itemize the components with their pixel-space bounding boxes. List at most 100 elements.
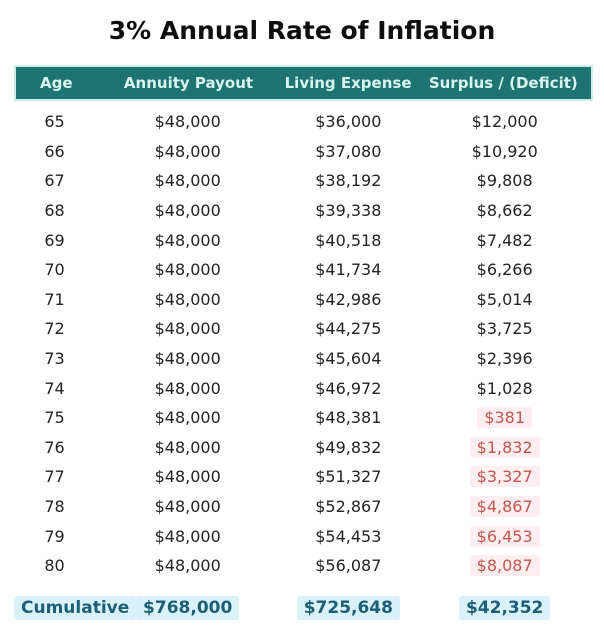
- living-expense-cell: $48,381: [315, 408, 382, 428]
- surplus-value: $2,396: [476, 349, 533, 369]
- table-row: 68 $48,000 $39,338 $8,662: [14, 196, 593, 226]
- deficit-cell: $6,453: [416, 525, 593, 547]
- table-row: 75 $48,000 $48,381 $381: [14, 403, 593, 433]
- column-header-living-expense: Living Expense: [284, 74, 412, 92]
- table-row: 66 $48,000 $37,080 $10,920: [14, 137, 593, 167]
- table-row: 80 $48,000 $56,087 $8,087: [14, 551, 593, 581]
- table-row: 71 $48,000 $42,986 $5,014: [14, 285, 593, 315]
- living-expense-cell: $38,192: [315, 171, 382, 191]
- table-row: 78 $48,000 $52,867 $4,867: [14, 492, 593, 522]
- table-row: 74 $48,000 $46,972 $1,028: [14, 373, 593, 403]
- annuity-payout-cell: $48,000: [154, 437, 221, 457]
- annuity-payout-cell: $48,000: [154, 349, 221, 369]
- annuity-payout-cell: $48,000: [154, 467, 221, 487]
- surplus-cell: $3,725: [416, 318, 593, 339]
- age-cell: 73: [44, 349, 65, 369]
- cumulative-surplus-value: $42,352: [458, 595, 551, 620]
- deficit-cell: $1,832: [416, 436, 593, 458]
- living-expense-cell: $41,734: [315, 260, 382, 280]
- living-expense-cell: $49,832: [315, 437, 382, 457]
- age-cell: 78: [44, 497, 65, 517]
- surplus-value: $10,920: [471, 141, 538, 161]
- age-cell: 80: [44, 556, 65, 576]
- table-row: 79 $48,000 $54,453 $6,453: [14, 521, 593, 551]
- surplus-cell: $8,662: [416, 200, 593, 221]
- page-title: 3% Annual Rate of Inflation: [108, 16, 496, 45]
- age-cell: 75: [44, 408, 65, 428]
- age-cell: 79: [44, 526, 65, 546]
- annuity-payout-cell: $48,000: [154, 378, 221, 398]
- cumulative-label-text: Cumulative: [14, 595, 137, 620]
- living-expense-cell: $44,275: [315, 319, 382, 339]
- table-row: 69 $48,000 $40,518 $7,482: [14, 225, 593, 255]
- deficit-value: $8,087: [469, 555, 540, 577]
- deficit-cell: $8,087: [416, 555, 593, 577]
- annuity-payout-cell: $48,000: [154, 319, 221, 339]
- deficit-value: $6,453: [469, 525, 540, 547]
- living-expense-cell: $46,972: [315, 378, 382, 398]
- cumulative-expense-value: $725,648: [296, 595, 400, 620]
- annuity-payout-cell: $48,000: [154, 526, 221, 546]
- age-cell: 69: [44, 230, 65, 250]
- surplus-cell: $2,396: [416, 348, 593, 369]
- cumulative-payout-value: $768,000: [136, 595, 240, 620]
- annuity-payout-cell: $48,000: [154, 408, 221, 428]
- table-row: 70 $48,000 $41,734 $6,266: [14, 255, 593, 285]
- surplus-cell: $9,808: [416, 170, 593, 191]
- surplus-cell: $7,482: [416, 230, 593, 251]
- annuity-payout-cell: $48,000: [154, 556, 221, 576]
- living-expense-cell: $42,986: [315, 289, 382, 309]
- column-header-age: Age: [39, 74, 73, 92]
- table-header-row: Age Annuity Payout Living Expense Surplu…: [14, 65, 593, 101]
- living-expense-cell: $40,518: [315, 230, 382, 250]
- living-expense-cell: $45,604: [315, 349, 382, 369]
- surplus-value: $5,014: [476, 289, 533, 309]
- living-expense-cell: $37,080: [315, 141, 382, 161]
- surplus-cell: $1,028: [416, 378, 593, 399]
- cumulative-row: Cumulative $768,000 $725,648 $42,352: [14, 593, 593, 623]
- surplus-value: $3,725: [476, 319, 533, 339]
- living-expense-cell: $39,338: [315, 201, 382, 221]
- age-cell: 68: [44, 201, 65, 221]
- table-row: 76 $48,000 $49,832 $1,832: [14, 433, 593, 463]
- deficit-cell: $381: [416, 407, 593, 429]
- surplus-cell: $10,920: [416, 141, 593, 162]
- table-row: 73 $48,000 $45,604 $2,396: [14, 344, 593, 374]
- cumulative-surplus: $42,352: [416, 595, 593, 620]
- annuity-payout-cell: $48,000: [154, 289, 221, 309]
- table-body: 65 $48,000 $36,000 $12,000 66 $48,000 $3…: [14, 107, 593, 581]
- surplus-value: $6,266: [476, 260, 533, 280]
- table-row: 72 $48,000 $44,275 $3,725: [14, 314, 593, 344]
- age-cell: 67: [44, 171, 65, 191]
- annuity-payout-cell: $48,000: [154, 230, 221, 250]
- deficit-cell: $3,327: [416, 466, 593, 488]
- surplus-value: $7,482: [476, 230, 533, 250]
- annuity-payout-cell: $48,000: [154, 171, 221, 191]
- living-expense-cell: $36,000: [315, 112, 382, 132]
- surplus-value: $9,808: [476, 171, 533, 191]
- column-header-annuity-payout: Annuity Payout: [123, 74, 254, 92]
- age-cell: 77: [44, 467, 65, 487]
- column-header-surplus-deficit: Surplus / (Deficit): [428, 74, 578, 92]
- cumulative-annuity-payout: $768,000: [95, 595, 280, 620]
- deficit-value: $3,327: [469, 466, 540, 488]
- living-expense-cell: $56,087: [315, 556, 382, 576]
- age-cell: 72: [44, 319, 65, 339]
- deficit-cell: $4,867: [416, 496, 593, 518]
- table-row: 65 $48,000 $36,000 $12,000: [14, 107, 593, 137]
- living-expense-cell: $51,327: [315, 467, 382, 487]
- age-cell: 66: [44, 141, 65, 161]
- surplus-value: $8,662: [476, 201, 533, 221]
- cumulative-living-expense: $725,648: [280, 595, 416, 620]
- table-row: 67 $48,000 $38,192 $9,808: [14, 166, 593, 196]
- living-expense-cell: $52,867: [315, 497, 382, 517]
- surplus-value: $1,028: [476, 378, 533, 398]
- surplus-cell: $5,014: [416, 289, 593, 310]
- annuity-payout-cell: $48,000: [154, 112, 221, 132]
- age-cell: 74: [44, 378, 65, 398]
- deficit-value: $1,832: [469, 436, 540, 458]
- age-cell: 71: [44, 289, 65, 309]
- surplus-value: $12,000: [471, 112, 538, 132]
- age-cell: 70: [44, 260, 65, 280]
